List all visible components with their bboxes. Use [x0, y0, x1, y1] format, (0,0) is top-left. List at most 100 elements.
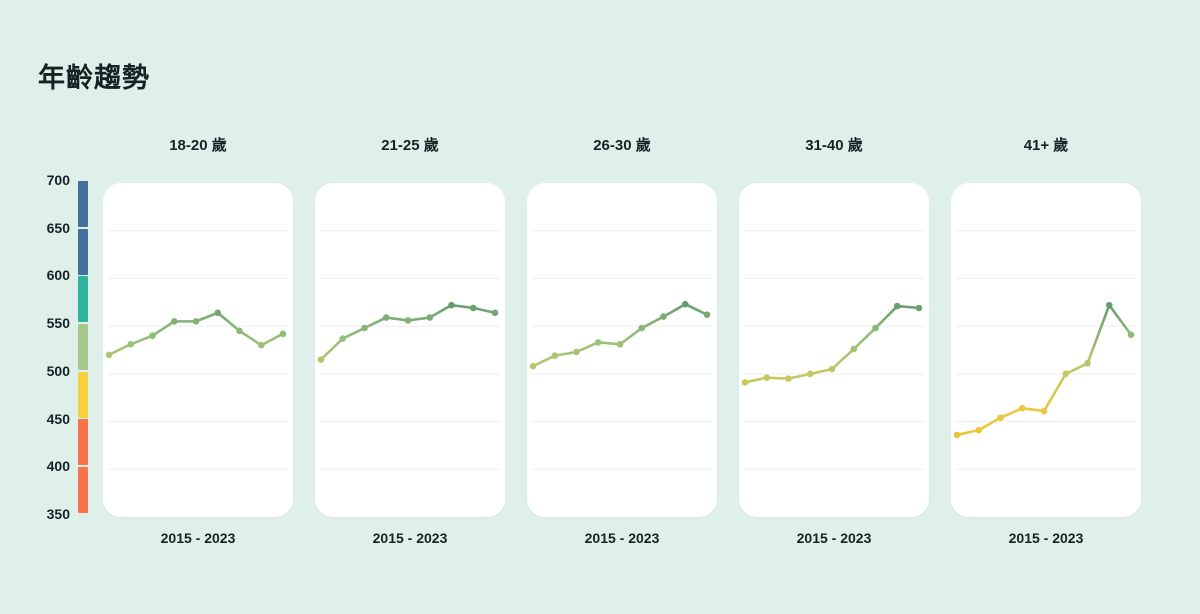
line-segment	[1086, 303, 1111, 365]
page-title: 年齡趨勢	[38, 63, 150, 93]
line-segment	[874, 304, 899, 330]
data-point	[703, 311, 711, 318]
x-axis-label: 2015 - 2023	[584, 530, 660, 546]
color-scale-segment	[78, 371, 88, 418]
data-point	[1105, 301, 1113, 309]
line-segment	[1020, 406, 1046, 413]
data-point	[785, 375, 792, 382]
data-point	[660, 313, 667, 320]
x-axis-label: 2015 - 2023	[796, 530, 872, 546]
line-segment	[384, 316, 410, 322]
line-segment	[765, 376, 790, 380]
y-tick-label: 650	[46, 219, 70, 236]
panel-21-25歲: 21-25 歲 2015 - 2023	[315, 136, 505, 546]
line-segment	[999, 406, 1024, 420]
y-tick-label: 450	[46, 410, 70, 427]
data-point	[448, 301, 455, 309]
panel-title: 21-25 歲	[381, 137, 439, 154]
panel-chart-card	[739, 183, 929, 517]
line-segment	[553, 350, 578, 358]
line-segment	[216, 311, 241, 333]
data-point	[573, 348, 580, 356]
line-segment	[471, 306, 497, 315]
data-point	[1084, 360, 1091, 367]
line-segment	[683, 302, 709, 316]
line-segment	[787, 372, 812, 380]
data-point	[279, 330, 287, 338]
x-axis-label: 2015 - 2023	[160, 530, 236, 546]
data-point	[975, 426, 983, 434]
color-scale-segment	[78, 419, 88, 466]
panel-title: 18-20 歲	[169, 137, 227, 154]
panel-title: 31-40 歲	[805, 137, 863, 154]
color-scale-segment	[78, 276, 88, 323]
line-chart	[529, 230, 712, 470]
line-segment	[977, 416, 1002, 432]
line-segment	[194, 311, 220, 323]
line-chart	[953, 230, 1136, 470]
data-point	[1127, 331, 1135, 339]
color-scale-bar	[78, 180, 88, 514]
data-point	[192, 318, 200, 325]
line-segment	[341, 326, 366, 340]
line-segment	[1042, 372, 1068, 413]
y-tick-label: 550	[46, 315, 70, 332]
data-point	[915, 304, 923, 312]
data-point	[681, 300, 689, 308]
line-segment	[450, 303, 475, 310]
data-point	[828, 365, 836, 373]
data-point	[236, 327, 243, 335]
line-segment	[1107, 303, 1133, 337]
color-scale-segment	[78, 228, 88, 275]
line-segment	[618, 326, 644, 346]
line-segment	[830, 347, 856, 371]
data-point	[426, 314, 434, 321]
data-point	[257, 341, 265, 349]
line-segment	[406, 316, 432, 322]
panel-chart-card	[315, 183, 505, 517]
y-tick-label: 400	[46, 458, 70, 475]
line-segment	[259, 332, 285, 347]
data-point	[997, 414, 1004, 422]
line-segment	[531, 354, 557, 368]
data-point	[214, 309, 222, 317]
line-segment	[129, 334, 154, 346]
panel-title: 26-30 歲	[593, 137, 651, 154]
data-point	[1018, 404, 1026, 412]
line-segment	[107, 342, 133, 357]
data-point	[806, 370, 814, 378]
data-point	[339, 335, 347, 342]
chart-row: 700 650 600 550 500 450 400 350 18-20 歲 2015 - 2…	[30, 136, 1141, 546]
data-point	[741, 379, 749, 386]
small-multiples: 18-20 歲 2015 - 2023 21-25 歲 2015 - 2023 26-3…	[103, 136, 1141, 546]
y-axis: 700 650 600 550 500 450 400 350	[30, 172, 88, 546]
data-point	[551, 352, 559, 360]
data-point	[382, 314, 390, 321]
panel-chart-card	[103, 183, 293, 517]
line-chart	[317, 230, 500, 470]
color-scale-segment	[78, 180, 88, 227]
line-segment	[363, 316, 388, 330]
panel-41+歲: 41+ 歲 2015 - 2023	[951, 136, 1141, 546]
panel-26-30歲: 26-30 歲 2015 - 2023	[527, 136, 717, 546]
line-segment	[743, 376, 769, 384]
data-point	[361, 324, 368, 332]
data-point	[893, 302, 901, 310]
data-point	[491, 309, 499, 317]
data-point	[469, 304, 477, 312]
line-chart	[105, 230, 288, 470]
panel-title: 41+ 歲	[1023, 137, 1069, 154]
panel-18-20歲: 18-20 歲 2015 - 2023	[103, 136, 293, 546]
data-point	[638, 324, 646, 332]
data-point	[953, 431, 961, 439]
data-point	[105, 351, 113, 359]
y-tick-label: 500	[46, 362, 70, 379]
line-segment	[428, 303, 453, 319]
data-point	[594, 339, 602, 346]
color-scale-segment	[78, 467, 88, 514]
data-point	[763, 374, 771, 381]
data-point	[1040, 407, 1048, 415]
y-tick-label: 700	[46, 172, 70, 188]
x-axis-label: 2015 - 2023	[1008, 530, 1084, 546]
